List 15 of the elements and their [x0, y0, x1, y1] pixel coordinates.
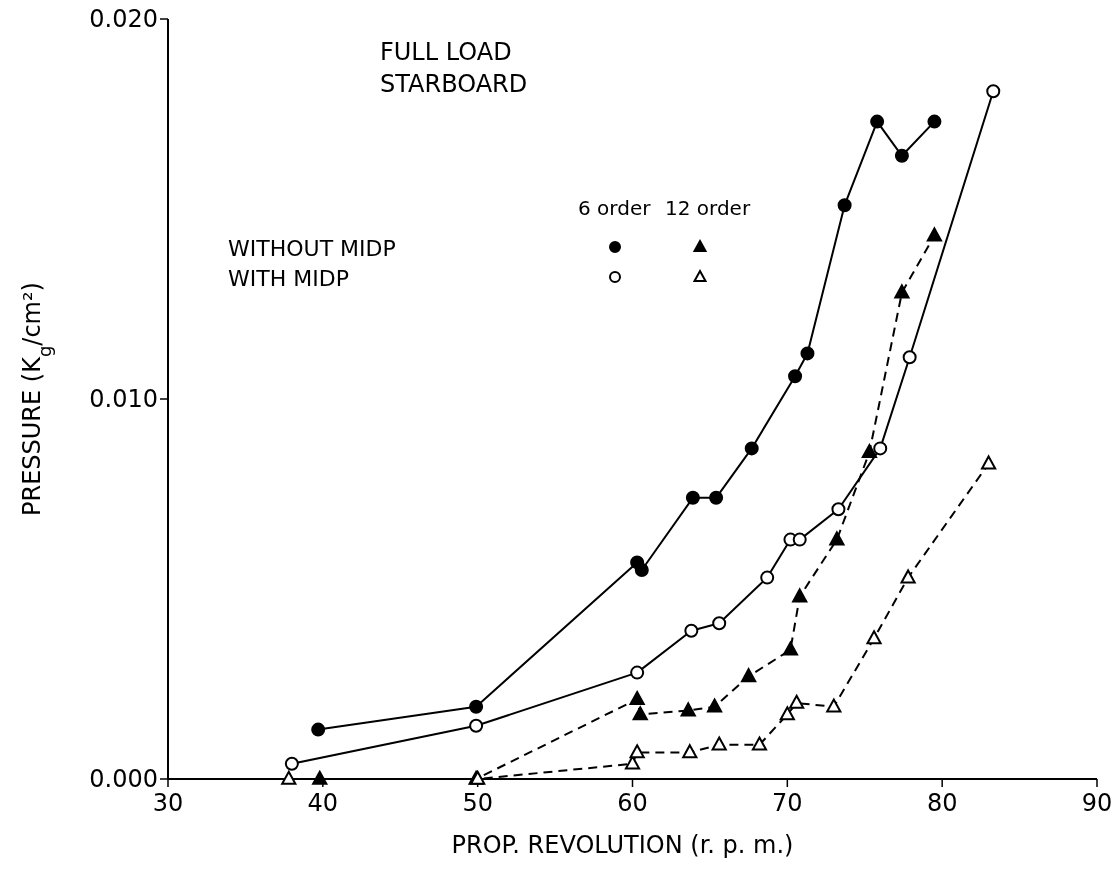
annotation: 6 order	[578, 196, 652, 220]
x-tick-label: 60	[617, 789, 648, 817]
x-tick-label: 40	[307, 789, 339, 817]
annotation: STARBOARD	[380, 70, 528, 98]
annotation: WITH MIDP	[228, 266, 349, 291]
annotation: 12 order	[665, 196, 751, 220]
annotation: FULL LOAD	[380, 38, 512, 66]
x-tick-label: 90	[1081, 789, 1113, 817]
x-tick-label: 50	[462, 789, 493, 817]
annotation: WITHOUT MIDP	[228, 236, 396, 261]
y-tick-label: 0.020	[89, 5, 158, 33]
y-tick-label: 0.010	[89, 385, 158, 413]
x-axis-title: PROP. REVOLUTION (r. p. m.)	[451, 831, 794, 859]
x-tick-label: 70	[772, 789, 803, 817]
x-tick-label: 80	[926, 789, 958, 817]
